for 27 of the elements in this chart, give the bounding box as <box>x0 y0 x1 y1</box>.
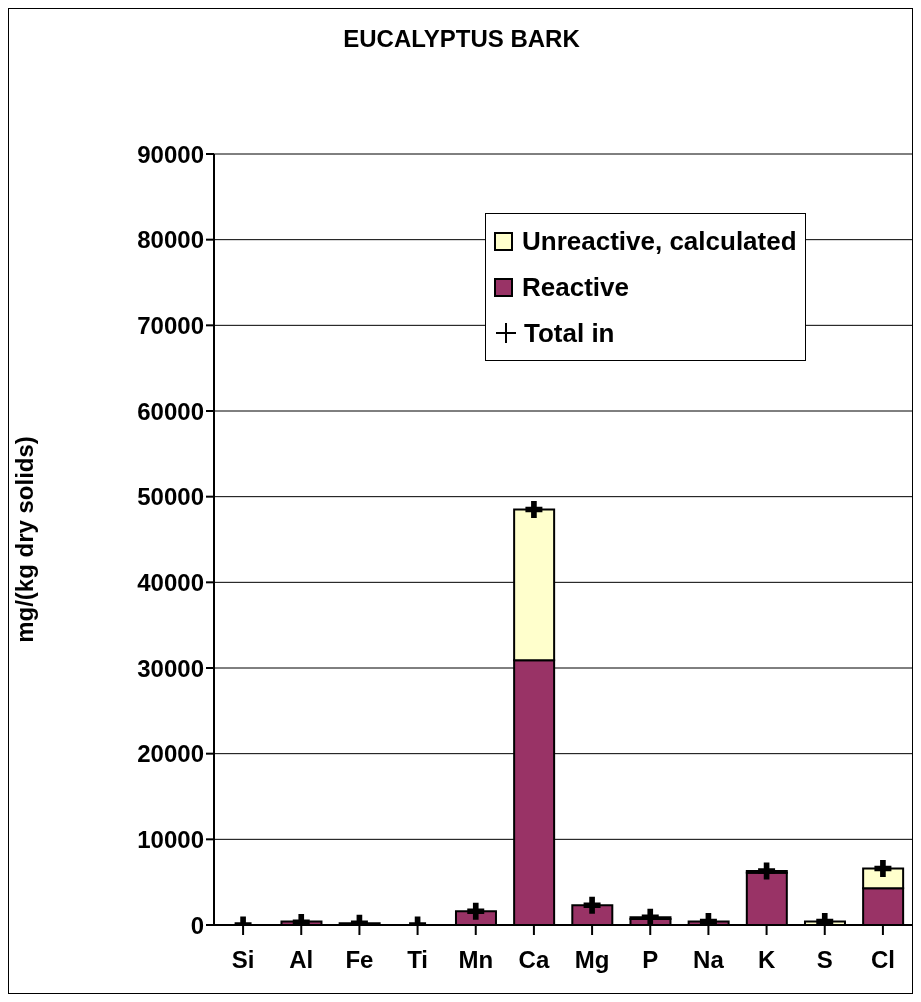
x-tick-label: Ti <box>407 946 429 974</box>
y-tick-label: 40000 <box>137 568 204 596</box>
legend-label: Unreactive, calculated <box>522 225 797 257</box>
x-tick-label: Mg <box>574 946 610 974</box>
x-tick-label: Si <box>231 946 255 974</box>
x-tick-label: K <box>757 946 776 974</box>
y-tick-label: 90000 <box>137 140 204 168</box>
x-tick-label: S <box>816 946 833 974</box>
y-tick-label: 80000 <box>137 226 204 254</box>
x-tick-label: Cl <box>870 946 895 974</box>
x-tick-label: Mn <box>458 946 494 974</box>
y-tick-label: 50000 <box>137 483 204 511</box>
y-tick-label: 60000 <box>137 397 204 425</box>
y-tick-label: 20000 <box>137 740 204 768</box>
legend-label: Reactive <box>522 271 629 303</box>
legend-label: Total in <box>524 317 615 349</box>
chart-title: EUCALYPTUS BARK <box>342 25 581 53</box>
y-tick-label: 10000 <box>137 825 204 853</box>
y-tick-label: 70000 <box>137 311 204 339</box>
x-tick-label: Al <box>289 946 314 974</box>
x-tick-label: Na <box>693 946 725 974</box>
x-tick-label: Ca <box>518 946 550 974</box>
x-tick-label: Fe <box>345 946 374 974</box>
y-axis-title: mg/(kg dry solids) <box>10 436 38 643</box>
y-tick-label: 30000 <box>137 654 204 682</box>
x-tick-label: P <box>642 946 659 974</box>
y-tick-label: 0 <box>190 911 204 939</box>
